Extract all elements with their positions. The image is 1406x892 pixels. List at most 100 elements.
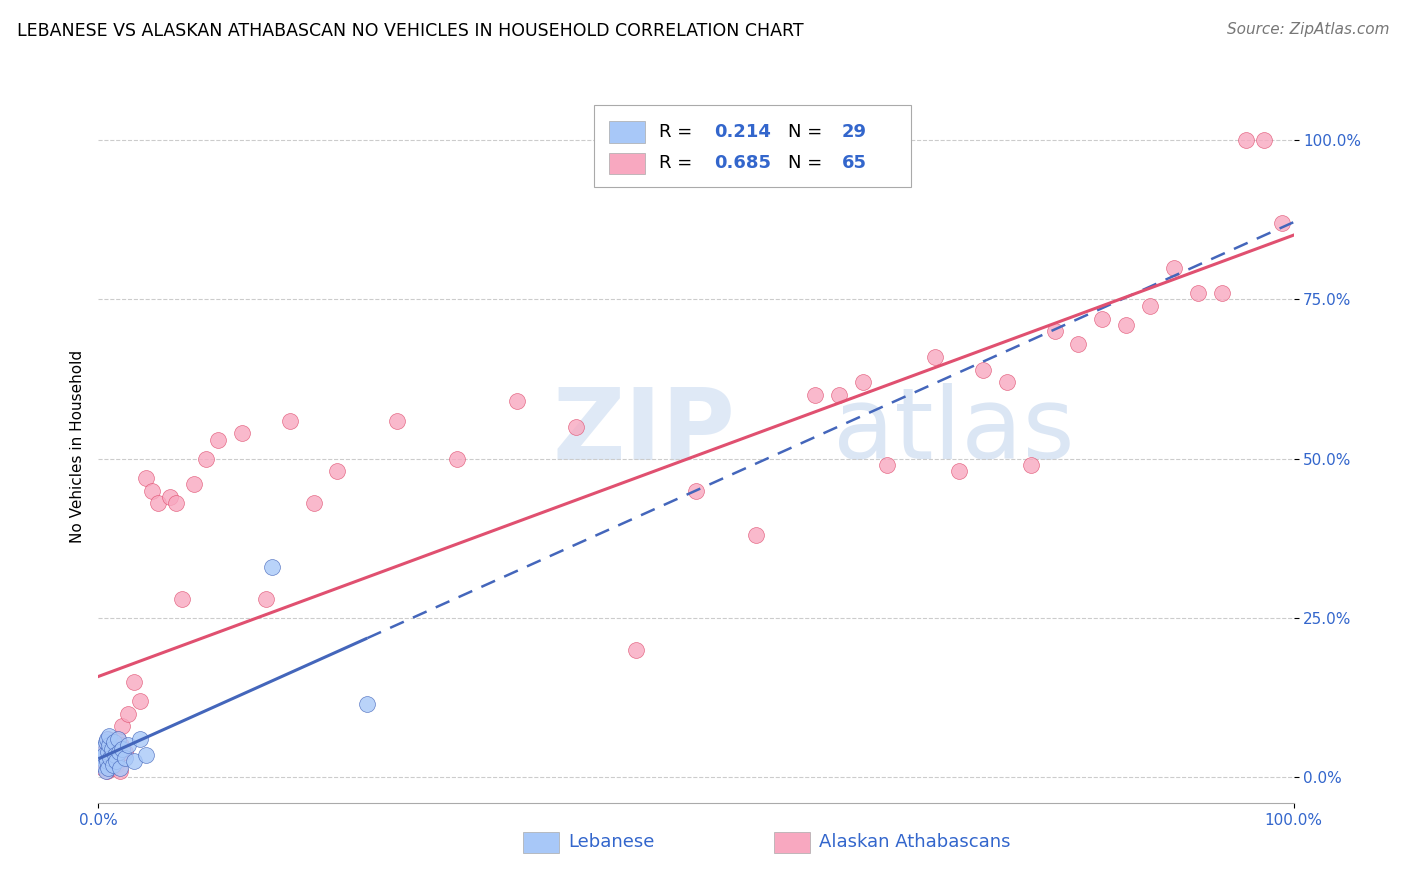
- Lebanese: [117, 739, 139, 753]
- Lebanese: [93, 747, 115, 762]
- Alaskan Athabascans: [94, 757, 117, 772]
- Alaskan Athabascans: [183, 477, 205, 491]
- Text: Source: ZipAtlas.com: Source: ZipAtlas.com: [1226, 22, 1389, 37]
- Alaskan Athabascans: [100, 761, 122, 775]
- Lebanese: [98, 739, 121, 753]
- Lebanese: [98, 729, 121, 743]
- FancyBboxPatch shape: [609, 153, 644, 174]
- Lebanese: [98, 751, 122, 765]
- Alaskan Athabascans: [135, 471, 157, 485]
- Lebanese: [105, 755, 128, 769]
- Alaskan Athabascans: [148, 496, 170, 510]
- Alaskan Athabascans: [626, 643, 648, 657]
- FancyBboxPatch shape: [773, 832, 810, 854]
- Alaskan Athabascans: [1091, 311, 1114, 326]
- Lebanese: [101, 757, 124, 772]
- Lebanese: [107, 732, 129, 747]
- Lebanese: [94, 764, 117, 778]
- Alaskan Athabascans: [93, 745, 115, 759]
- Alaskan Athabascans: [159, 490, 181, 504]
- Text: N =: N =: [787, 154, 828, 172]
- Alaskan Athabascans: [1211, 286, 1233, 301]
- Lebanese: [97, 745, 120, 759]
- Alaskan Athabascans: [96, 764, 118, 778]
- Alaskan Athabascans: [172, 591, 194, 606]
- Alaskan Athabascans: [141, 483, 163, 498]
- Alaskan Athabascans: [1187, 286, 1209, 301]
- Alaskan Athabascans: [1234, 133, 1257, 147]
- Alaskan Athabascans: [165, 496, 187, 510]
- Alaskan Athabascans: [207, 433, 229, 447]
- Alaskan Athabascans: [1043, 324, 1066, 338]
- Alaskan Athabascans: [685, 483, 707, 498]
- Alaskan Athabascans: [1271, 216, 1294, 230]
- Alaskan Athabascans: [302, 496, 325, 510]
- Alaskan Athabascans: [852, 376, 875, 390]
- Alaskan Athabascans: [111, 719, 134, 733]
- Alaskan Athabascans: [1139, 299, 1161, 313]
- Alaskan Athabascans: [107, 747, 129, 762]
- Lebanese: [114, 751, 136, 765]
- Text: 0.685: 0.685: [714, 154, 770, 172]
- Lebanese: [135, 747, 157, 762]
- Alaskan Athabascans: [995, 376, 1018, 390]
- Alaskan Athabascans: [105, 757, 128, 772]
- Text: 29: 29: [842, 123, 866, 141]
- Alaskan Athabascans: [231, 426, 253, 441]
- Alaskan Athabascans: [124, 674, 146, 689]
- Text: Lebanese: Lebanese: [568, 833, 654, 851]
- Alaskan Athabascans: [108, 764, 131, 778]
- Alaskan Athabascans: [876, 458, 898, 472]
- FancyBboxPatch shape: [609, 121, 644, 143]
- FancyBboxPatch shape: [523, 832, 558, 854]
- Alaskan Athabascans: [828, 388, 851, 402]
- Text: Alaskan Athabascans: Alaskan Athabascans: [820, 833, 1011, 851]
- Text: N =: N =: [787, 123, 828, 141]
- Text: LEBANESE VS ALASKAN ATHABASCAN NO VEHICLES IN HOUSEHOLD CORRELATION CHART: LEBANESE VS ALASKAN ATHABASCAN NO VEHICL…: [17, 22, 803, 40]
- Text: 0.214: 0.214: [714, 123, 770, 141]
- Alaskan Athabascans: [195, 451, 218, 466]
- Lebanese: [356, 697, 378, 711]
- Text: 65: 65: [842, 154, 866, 172]
- Alaskan Athabascans: [97, 747, 120, 762]
- Alaskan Athabascans: [91, 761, 114, 775]
- Alaskan Athabascans: [1019, 458, 1042, 472]
- Y-axis label: No Vehicles in Household: No Vehicles in Household: [69, 350, 84, 542]
- Lebanese: [108, 761, 131, 775]
- Alaskan Athabascans: [804, 388, 827, 402]
- Lebanese: [96, 755, 118, 769]
- Text: R =: R =: [659, 123, 697, 141]
- Alaskan Athabascans: [96, 739, 118, 753]
- Alaskan Athabascans: [565, 420, 588, 434]
- Alaskan Athabascans: [924, 350, 946, 364]
- Alaskan Athabascans: [107, 732, 129, 747]
- Alaskan Athabascans: [104, 745, 127, 759]
- Lebanese: [111, 741, 134, 756]
- Lebanese: [124, 755, 146, 769]
- Alaskan Athabascans: [506, 394, 529, 409]
- Alaskan Athabascans: [91, 751, 114, 765]
- Alaskan Athabascans: [1253, 133, 1275, 147]
- Lebanese: [91, 741, 114, 756]
- Text: ZIP: ZIP: [553, 384, 735, 480]
- Alaskan Athabascans: [278, 413, 301, 427]
- Lebanese: [94, 735, 117, 749]
- Alaskan Athabascans: [948, 465, 970, 479]
- Alaskan Athabascans: [117, 706, 139, 721]
- Alaskan Athabascans: [446, 451, 468, 466]
- Alaskan Athabascans: [129, 694, 152, 708]
- FancyBboxPatch shape: [595, 105, 911, 187]
- Alaskan Athabascans: [98, 755, 121, 769]
- Text: R =: R =: [659, 154, 697, 172]
- Text: atlas: atlas: [834, 384, 1076, 480]
- Lebanese: [100, 741, 122, 756]
- Lebanese: [90, 751, 112, 765]
- Lebanese: [107, 745, 129, 759]
- Lebanese: [103, 735, 125, 749]
- Alaskan Athabascans: [103, 751, 125, 765]
- Alaskan Athabascans: [745, 528, 768, 542]
- Lebanese: [129, 732, 152, 747]
- Alaskan Athabascans: [110, 739, 132, 753]
- Alaskan Athabascans: [1115, 318, 1137, 332]
- Lebanese: [97, 761, 120, 775]
